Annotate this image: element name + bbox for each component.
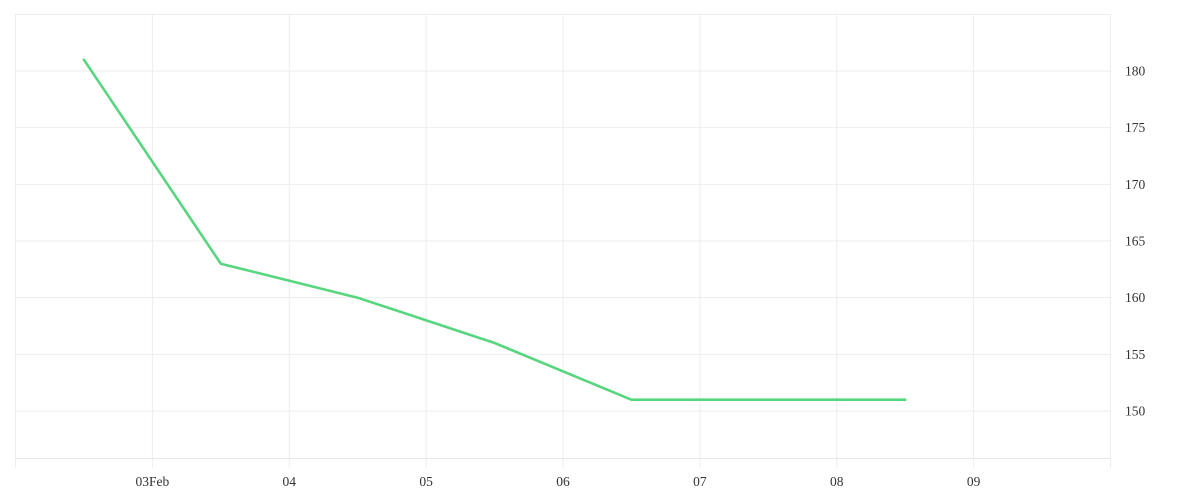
y-tick-label: 155 (1125, 347, 1146, 362)
x-axis-labels: 03Feb 04 05 06 07 08 09 (136, 474, 981, 489)
x-tick-label: 07 (693, 474, 707, 489)
y-tick-label: 170 (1125, 177, 1146, 192)
x-tick-label: 08 (830, 474, 844, 489)
y-tick-label: 150 (1125, 404, 1146, 419)
x-tick-label: 06 (556, 474, 570, 489)
y-tick-label: 160 (1125, 290, 1146, 305)
x-tick-label: 05 (419, 474, 433, 489)
x-tick-label: 04 (283, 474, 297, 489)
y-tick-label: 175 (1125, 120, 1146, 135)
x-tick-label: 09 (967, 474, 981, 489)
x-tick-label: 03Feb (136, 474, 170, 489)
vertical-gridlines (15, 14, 1111, 468)
y-axis-labels: 150 155 160 165 170 175 180 (1125, 63, 1146, 418)
y-tick-label: 165 (1125, 233, 1146, 248)
y-tick-label: 180 (1125, 63, 1146, 78)
series-line-price (82, 58, 907, 402)
